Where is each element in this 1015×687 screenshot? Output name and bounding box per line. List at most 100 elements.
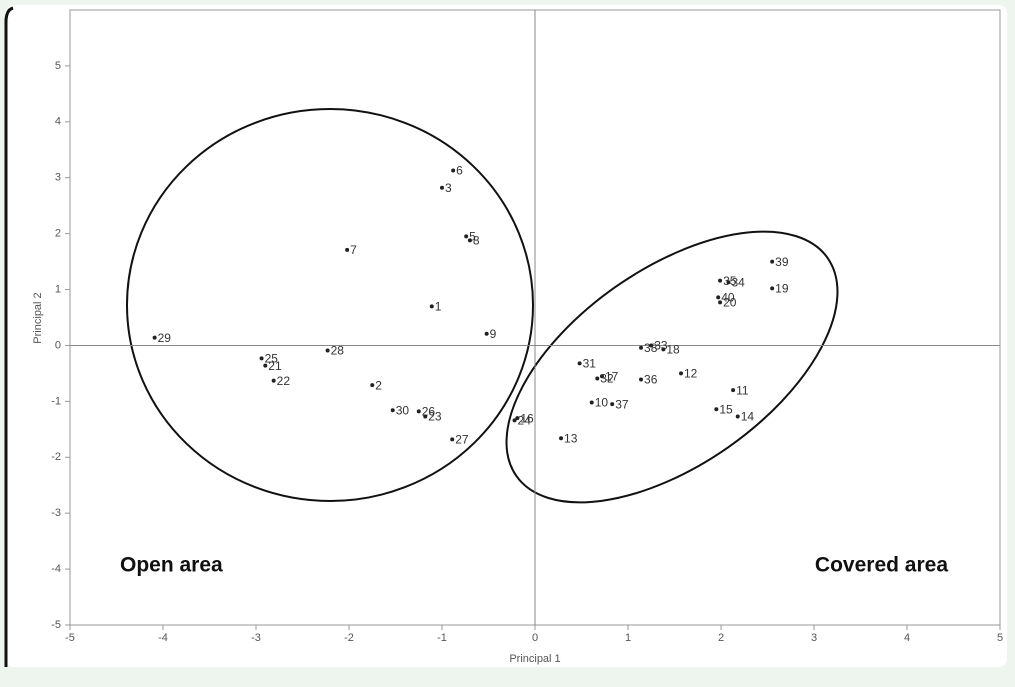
point — [416, 409, 421, 414]
point — [714, 407, 719, 412]
point-label: 28 — [331, 344, 345, 358]
point — [718, 300, 723, 305]
point-label: 1 — [435, 299, 442, 313]
point — [770, 259, 775, 264]
point — [451, 168, 456, 173]
point-label: 6 — [456, 164, 463, 178]
point — [390, 408, 395, 413]
panel — [5, 5, 1007, 667]
point — [152, 335, 157, 340]
x-tick-label: 1 — [625, 632, 631, 644]
point — [577, 361, 582, 366]
point — [515, 416, 520, 421]
point-label: 9 — [490, 327, 497, 341]
y-tick-label: 1 — [55, 283, 61, 295]
point — [716, 295, 721, 300]
point-label: 2 — [375, 378, 382, 392]
point-label: 27 — [455, 433, 469, 447]
point — [512, 418, 517, 423]
point — [429, 304, 434, 309]
y-tick-label: 0 — [55, 339, 61, 351]
x-tick-label: 2 — [718, 632, 724, 644]
point — [464, 234, 469, 239]
x-tick-label: 0 — [532, 632, 538, 644]
point — [726, 280, 731, 285]
point-label: 32 — [600, 372, 614, 386]
point-label: 21 — [268, 359, 282, 373]
x-tick-label: -4 — [158, 632, 168, 644]
point-label: 36 — [644, 373, 658, 387]
point — [345, 247, 350, 252]
point-label: 18 — [666, 343, 680, 357]
point-label: 12 — [684, 367, 698, 381]
point — [595, 376, 600, 381]
point — [735, 414, 740, 419]
x-axis-label: Principal 1 — [509, 653, 560, 665]
y-tick-label: -1 — [51, 395, 61, 407]
point — [325, 348, 330, 353]
point-label: 30 — [396, 403, 410, 417]
x-tick-label: -1 — [437, 632, 447, 644]
point — [440, 185, 444, 190]
point-label: 38 — [644, 341, 658, 355]
x-tick-label: -2 — [344, 632, 354, 644]
point — [718, 278, 723, 283]
point-label: 13 — [564, 431, 578, 445]
point — [610, 402, 615, 407]
annotation: Open area — [120, 554, 223, 577]
point-label: 10 — [595, 396, 609, 410]
point — [423, 414, 428, 419]
y-tick-label: -4 — [51, 563, 61, 575]
point-label: 17 — [605, 369, 619, 383]
point-label: 25 — [265, 351, 279, 365]
point — [731, 388, 736, 393]
point — [450, 437, 455, 442]
point-label: 31 — [583, 357, 597, 371]
y-tick-label: -5 — [51, 619, 61, 631]
point-label: 19 — [775, 282, 789, 296]
point-label: 8 — [473, 234, 480, 248]
point-label: 11 — [736, 383, 749, 397]
point — [649, 343, 654, 348]
point-label: 5 — [469, 230, 476, 244]
point-label: 15 — [719, 402, 733, 416]
point-label: 24 — [518, 414, 532, 428]
point-label: 23 — [428, 410, 442, 424]
point — [271, 378, 276, 383]
point — [467, 238, 472, 243]
point — [259, 356, 264, 361]
point — [661, 347, 666, 352]
point — [679, 371, 684, 376]
y-tick-label: 4 — [55, 116, 61, 128]
point-label: 14 — [741, 410, 755, 424]
covered-area-ellipse — [505, 230, 839, 504]
y-tick-label: -3 — [51, 507, 61, 519]
point-label: 40 — [721, 291, 735, 305]
point-label: 20 — [723, 296, 737, 310]
y-tick-label: 5 — [55, 60, 61, 72]
point — [484, 331, 489, 336]
point-label: 34 — [731, 275, 745, 289]
panel-edge — [4, 6, 14, 667]
y-tick-label: 3 — [55, 172, 61, 184]
open-area-ellipse — [126, 108, 534, 502]
point-label: 3 — [445, 181, 452, 195]
point — [770, 286, 775, 291]
point-label: 22 — [277, 374, 291, 388]
point-label: 37 — [615, 397, 629, 411]
point-label: 39 — [775, 255, 789, 269]
x-tick-label: 5 — [997, 632, 1003, 644]
point-label: 35 — [723, 274, 737, 288]
point-label: 16 — [520, 411, 534, 425]
y-axis-label: Principal 2 — [32, 292, 44, 343]
y-tick-label: -2 — [51, 451, 61, 463]
x-tick-label: -3 — [251, 632, 261, 644]
point — [263, 363, 268, 368]
point-label: 7 — [350, 243, 357, 257]
point — [599, 374, 604, 379]
point — [639, 345, 644, 350]
point-label: 29 — [158, 331, 172, 345]
point — [370, 383, 375, 388]
